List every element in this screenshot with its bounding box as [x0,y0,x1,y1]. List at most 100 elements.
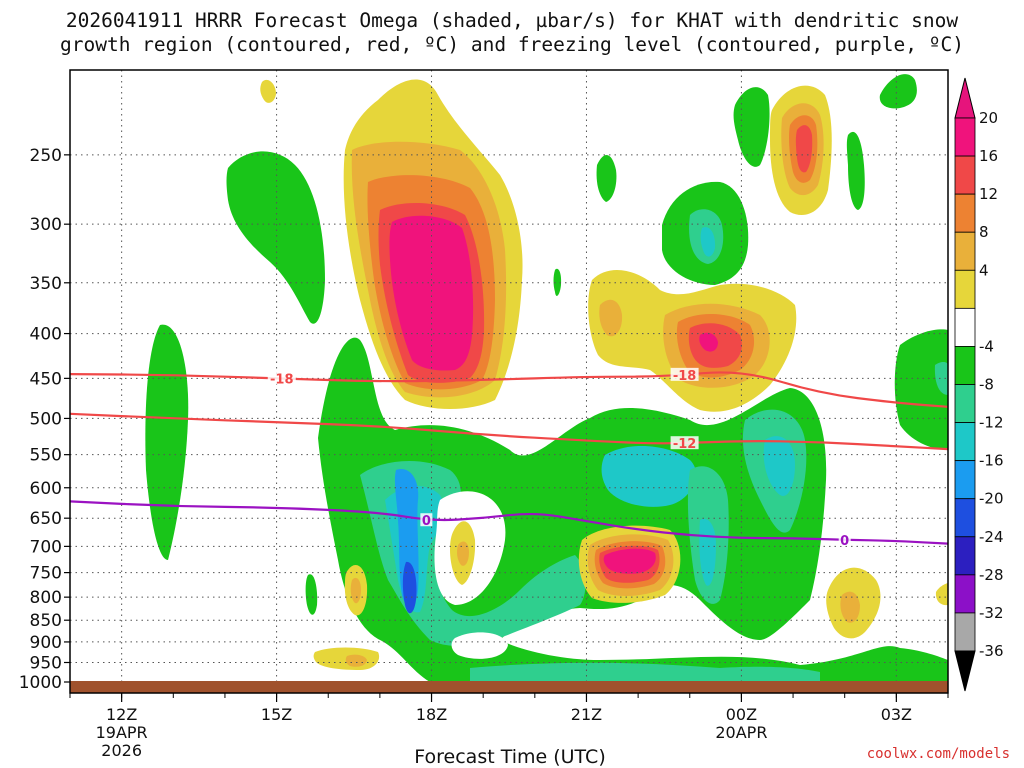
colorbar-swatch [954,574,976,614]
colorbar-swatch [954,193,976,233]
colorbar-swatch [954,269,976,309]
omega-region-green-upperleft [226,151,325,324]
omega-hole-lower-2 [451,632,508,659]
omega-region-green-rightedge [894,329,948,450]
y-tick-label: 350 [30,274,62,294]
omega-region-green-small [305,574,318,615]
colorbar-swatch [954,422,976,462]
colorbar-swatch [954,117,976,157]
y-axis: 2503003504004505005506006507007508008509… [19,146,70,693]
x-axis-title: Forecast Time (UTC) [414,746,606,768]
contour-label-bg [670,367,699,381]
colorbar-label: -4 [979,337,994,355]
colorbar-label: -16 [979,452,1004,470]
omega-region-green-small-01 [733,87,770,167]
colorbar-label: -20 [979,490,1004,508]
y-tick-label: 1000 [19,673,62,693]
colorbar-swatch [954,612,976,652]
colorbar-label: 8 [979,223,989,241]
x-tick-label: 12Z [106,705,137,724]
x-tick-label: 00Z [726,705,757,724]
colorbar-label: -12 [979,414,1004,432]
omega-cell-small-17z-core [350,577,361,604]
omega-cell-02z-red [795,125,813,173]
omega-region-cyan-00z-upper [700,227,716,257]
omega-cell-21z-lightorange-left [599,299,623,337]
contour-label: 0 [840,534,849,549]
colorbar-swatch [954,231,976,271]
colorbar-label: -8 [979,376,994,394]
omega-cell-major-magenta [389,215,474,371]
x-tick-sublabel: 20APR [715,723,767,742]
contour-label-bg [420,513,433,527]
contour--12 [70,412,948,451]
colorbar-label: -36 [979,642,1004,660]
omega-cell-small-15z [260,79,276,103]
y-tick-label: 950 [30,653,62,673]
colorbar-top-arrow [954,77,976,119]
omega-shading [145,74,948,682]
y-tick-label: 750 [30,564,62,584]
y-tick-label: 550 [30,446,62,466]
omega-region-teal-mid [601,445,697,507]
colorbar-swatch [954,498,976,538]
colorbar-swatch [954,460,976,500]
colorbar-label: 4 [979,261,989,279]
omega-region-teal-rightedge [934,361,948,395]
contour-label-bg [267,371,296,385]
omega-region-cyan-right [763,436,795,496]
y-tick-label: 600 [30,479,62,499]
colorbar-swatch [954,307,976,347]
y-tick-label: 850 [30,611,62,631]
x-tick-sublabel: 2026 [101,741,142,760]
omega-region-green-left [145,324,189,560]
omega-region-teal-surface [470,662,820,682]
watermark: coolwx.com/models [866,746,1010,762]
plot-frame [69,69,949,694]
y-tick-label: 700 [30,537,62,557]
colorbar-swatch [954,346,976,385]
x-tick-label: 18Z [416,705,447,724]
contour--18 [70,371,948,408]
x-tick-sublabel: 19APR [96,723,148,742]
colorbar-bottom-arrow [954,650,976,692]
y-tick-label: 500 [30,409,62,429]
y-tick-label: 650 [30,509,62,529]
y-tick-label: 300 [30,215,62,235]
colorbar-label: 20 [979,109,998,127]
omega-region-green-small-03 [879,74,917,109]
y-tick-label: 250 [30,146,62,166]
omega-cell-22z-magenta [603,548,656,574]
colorbar-label: 16 [979,147,998,165]
contour-label-bg [670,436,699,450]
contour-label: -12 [673,437,697,452]
y-tick-label: 450 [30,369,62,389]
x-tick-label: 15Z [261,705,292,724]
contour-label-bg [838,532,851,546]
omega-cell-small-20z-core [457,541,469,566]
x-tick-label: 03Z [881,705,912,724]
chart-title-line-2: growth region (contoured, red, ºC) and f… [60,33,964,56]
x-tick-label: 21Z [571,705,602,724]
contour-label: -18 [270,373,294,388]
colorbar-label: 12 [979,185,998,203]
colorbar-swatch [954,536,976,576]
omega-region-green-small-05 [553,268,562,296]
colorbar-label: -28 [979,566,1004,584]
omega-cell-00z-magenta [699,332,718,352]
y-tick-label: 800 [30,588,62,608]
colorbar: 20 16 12 8 4 -4 -8 -12 -16 -20 -24 -28 -32 -36 [954,77,1004,692]
ground-band [70,681,948,693]
colorbar-swatch [954,384,976,423]
omega-region-green-small-02 [846,131,865,210]
colorbar-label: -32 [979,604,1004,622]
omega-cell-small-03z-core [840,591,860,623]
chart-title-line-1: 2026041911 HRRR Forecast Omega (shaded, … [65,9,959,32]
omega-region-green-small-04 [596,154,617,202]
omega-cell-small-rightedge [935,583,948,606]
y-tick-label: 900 [30,633,62,653]
y-tick-label: 400 [30,325,62,345]
omega-cell-small-17z-low-core [345,654,367,667]
